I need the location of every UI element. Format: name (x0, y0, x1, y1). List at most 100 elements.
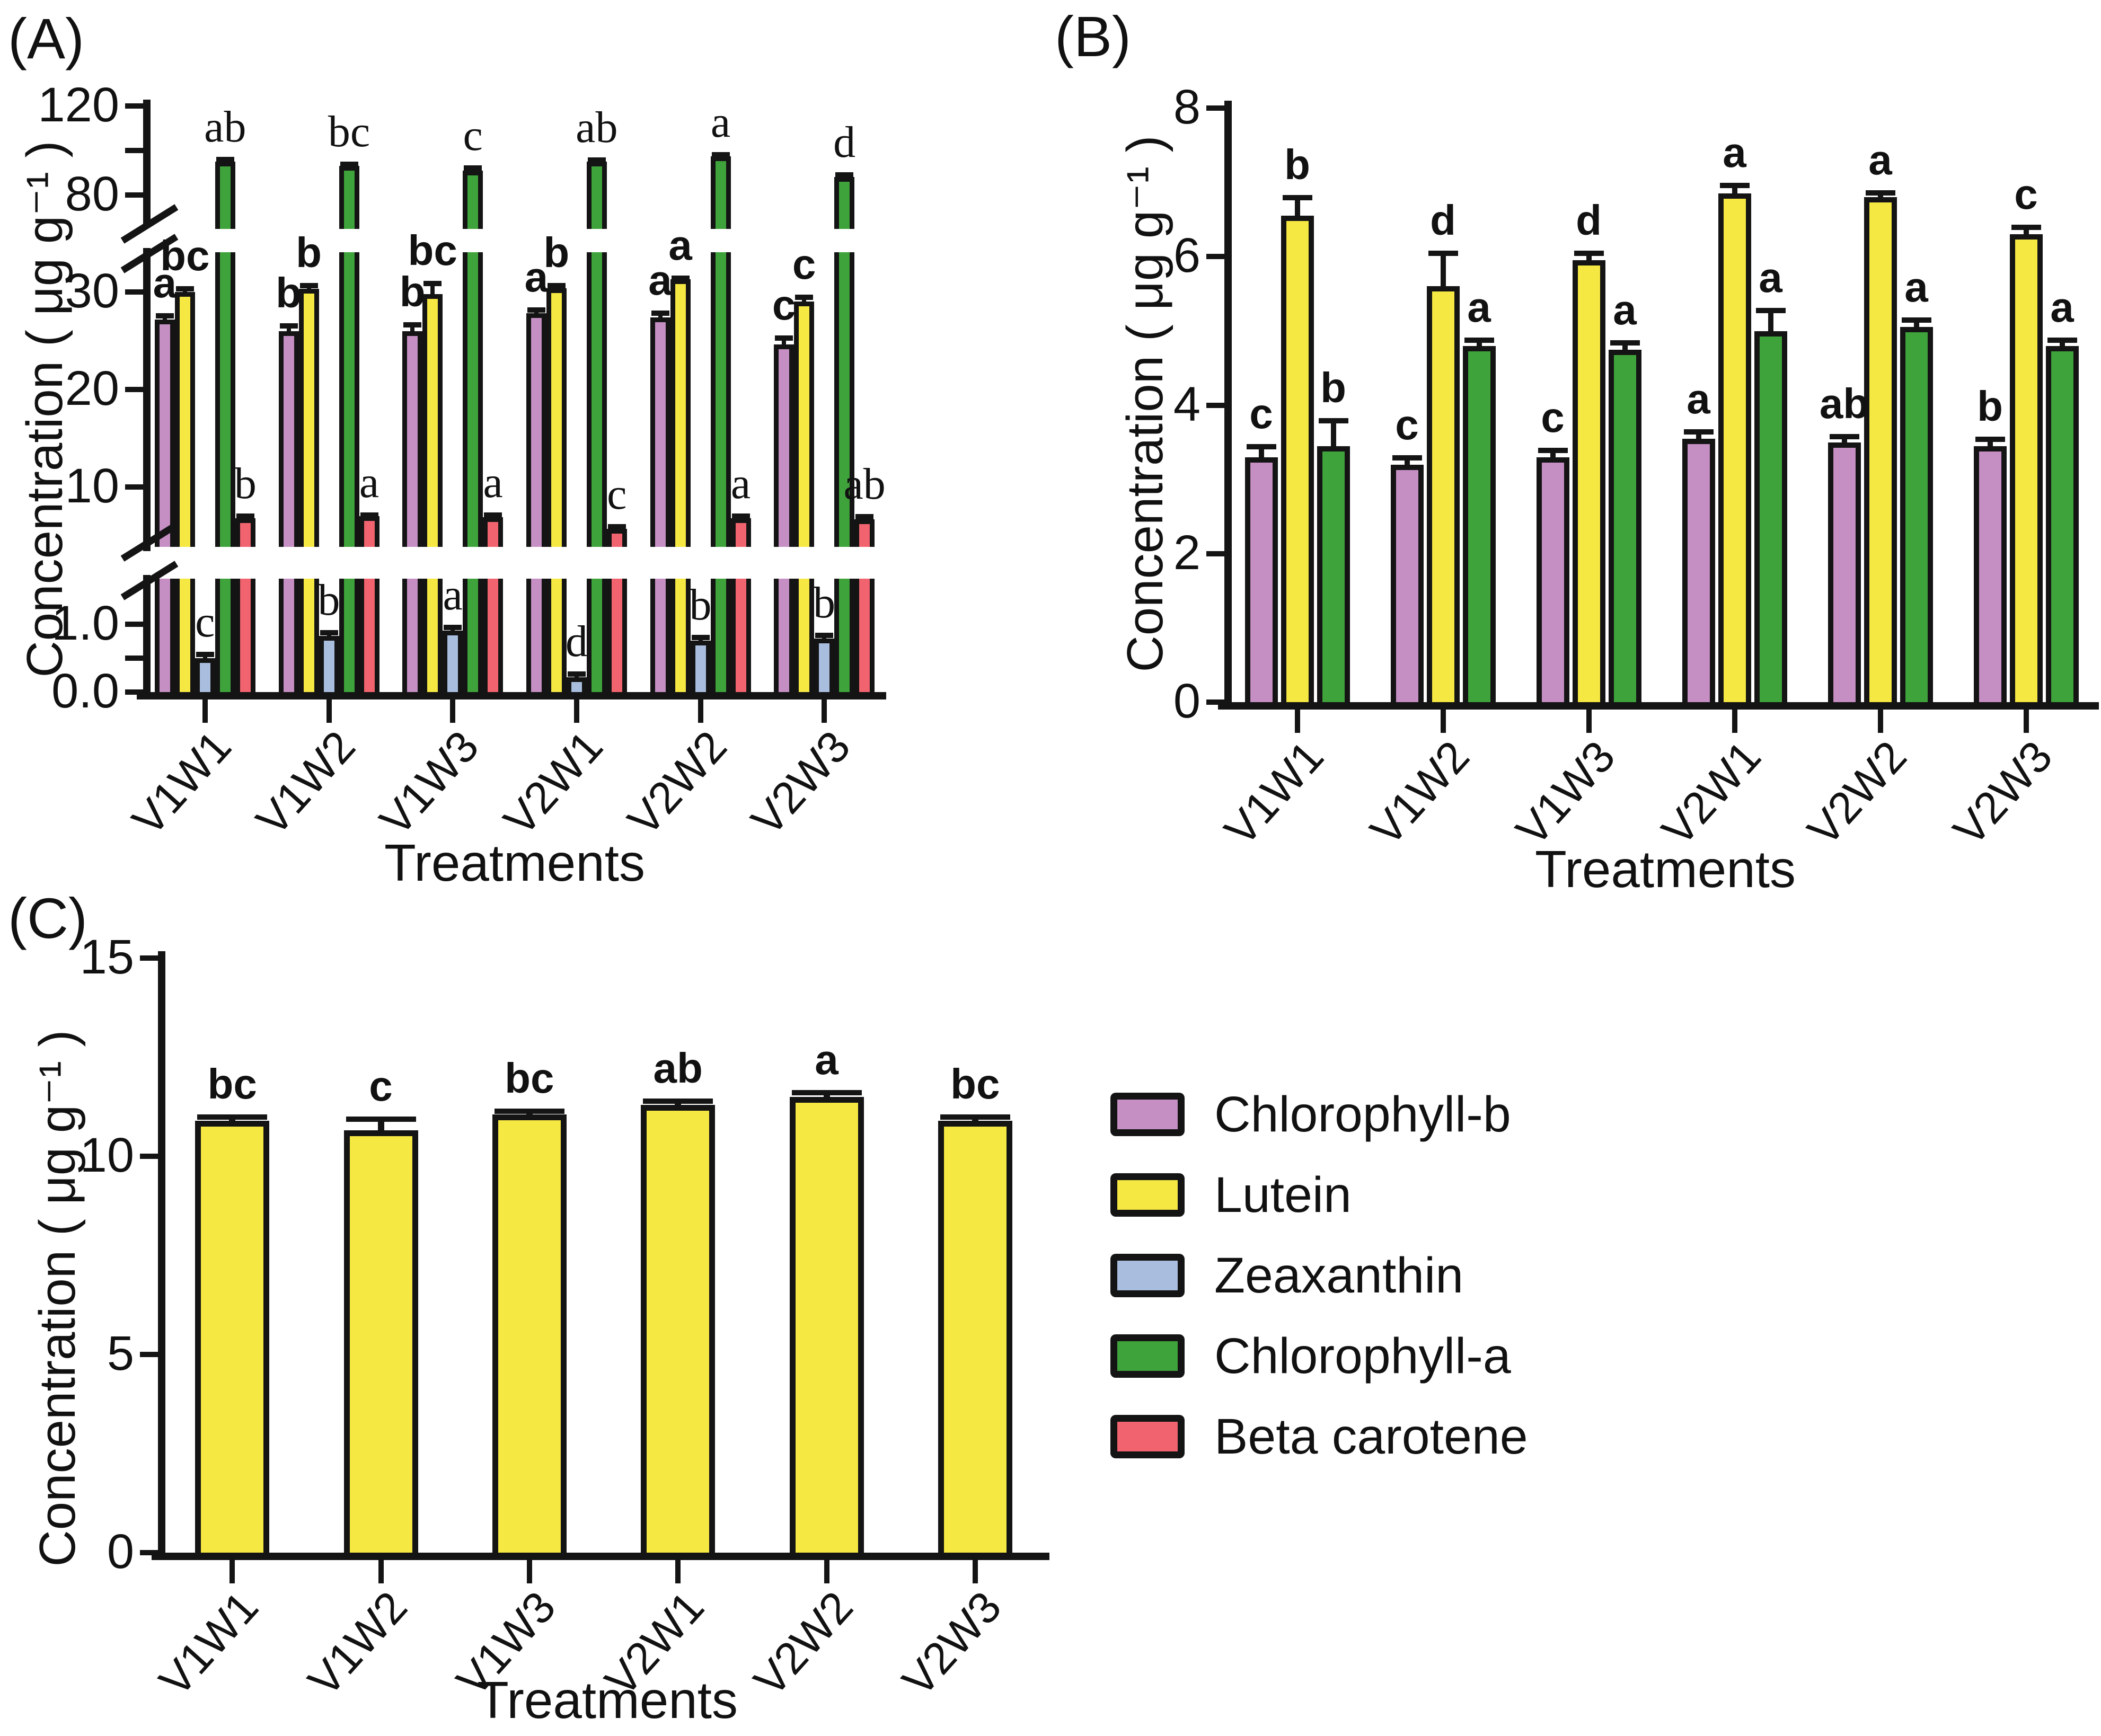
y-tick (125, 103, 143, 109)
error-bar-stem (782, 338, 787, 347)
sig-letter: bc (950, 1060, 1000, 1108)
bar-Lutein-V2W1 (1718, 193, 1751, 702)
sig-letter: a (730, 459, 751, 509)
axis-segment (143, 106, 886, 229)
error-bar-cap (731, 513, 750, 519)
x-tick (1440, 710, 1446, 733)
sig-letter: b (399, 268, 426, 315)
bar-fill (199, 663, 210, 692)
bar-fill (859, 524, 870, 547)
bar-Lutein-V2W3 (938, 1120, 1012, 1553)
x-tick (1586, 710, 1592, 733)
bar-Beta carotene-V2W1 (606, 529, 627, 547)
bar-Lutein-V1W1 (195, 1120, 270, 1553)
error-bar-stem (1476, 340, 1482, 348)
legend-item: Chlorophyll-b (1110, 1088, 1799, 1140)
legend-swatch (1110, 1173, 1185, 1217)
bar-fill (2015, 240, 2037, 702)
bar-Lutein-V2W3 (794, 579, 815, 692)
x-tick-label: V2W3 (1943, 731, 2062, 855)
x-tick (2023, 710, 2029, 733)
legend-swatch (1110, 1415, 1185, 1458)
sig-letter: bc (207, 1060, 257, 1108)
x-tick (1294, 710, 1300, 733)
bar-Chlorophyll-a-V2W2 (1900, 327, 1933, 702)
legend-swatch-fill (1117, 1180, 1178, 1210)
sig-letter: a (648, 256, 672, 304)
axis-break-slash (120, 234, 179, 273)
error-bar-stem (1586, 253, 1592, 263)
bar-Chlorophyll-b-V2W3 (774, 579, 795, 692)
y-tick (125, 192, 143, 198)
x-tick-label: V1W2 (1360, 731, 1479, 855)
bar-fill (611, 534, 622, 547)
bar-fill (1286, 221, 1309, 702)
error-bar-cap (835, 172, 854, 178)
y-tick (1206, 105, 1224, 111)
error-bar-cap (940, 1114, 1010, 1120)
sig-letter: c (2014, 171, 2038, 218)
x-tick (675, 1560, 681, 1583)
legend-item: Beta carotene (1110, 1411, 1799, 1463)
bar-Chlorophyll-a-V2W2 (710, 156, 731, 229)
error-bar-stem (1622, 342, 1628, 352)
sig-letter: a (815, 1035, 838, 1083)
sig-letter: b (1284, 141, 1310, 189)
bar-Lutein-V2W2 (670, 579, 691, 692)
bar-Chlorophyll-b-V2W2 (650, 579, 670, 692)
panel-c-x-axis-title: Treatments (477, 1671, 738, 1729)
error-bar-cap (1538, 447, 1568, 453)
y-tick (125, 289, 143, 295)
bar-fill (159, 324, 170, 547)
x-tick-label: V1W3 (370, 721, 489, 845)
error-bar-stem (658, 312, 663, 320)
error-bar-stem (430, 283, 435, 296)
error-bar-stem (347, 164, 351, 169)
axis-break-slash (120, 522, 179, 562)
error-bar-cap (1719, 182, 1750, 188)
sig-letter: bc (160, 232, 210, 279)
bar-Lutein-V2W2 (670, 279, 691, 547)
sig-letter: b (317, 575, 340, 625)
bar-fill (715, 161, 726, 229)
error-bar-cap (299, 283, 318, 289)
error-bar-cap (607, 524, 626, 529)
error-bar-stem (1768, 310, 1773, 333)
bar-Zeaxanthin-V2W3 (814, 638, 835, 692)
x-tick-label: V2W2 (617, 721, 736, 845)
error-bar-cap (1755, 308, 1786, 314)
error-bar-stem (554, 285, 559, 290)
bar-Chlorophyll-b-V1W3 (402, 579, 423, 692)
panel-a-x-axis-title: Treatments (384, 834, 645, 892)
y-axis-spine (158, 951, 165, 1556)
legend-swatch-fill (1117, 1100, 1178, 1129)
bar-Lutein-V1W1 (174, 579, 195, 692)
y-tick (1206, 699, 1224, 705)
legend-swatch-fill (1117, 1422, 1178, 1451)
bar-Chlorophyll-a-V2W2 (710, 579, 731, 692)
bar-Beta carotene-V2W3 (854, 579, 875, 692)
error-bar-cap (671, 276, 690, 281)
bar-fill (695, 645, 706, 692)
bar-fill (611, 579, 622, 692)
bar-Lutein-V1W3 (1572, 260, 1605, 702)
x-tick (450, 699, 456, 723)
bar-fill (427, 298, 438, 547)
bar-fill (715, 252, 726, 547)
legend-label: Chlorophyll-b (1214, 1086, 1511, 1142)
error-bar-stem (229, 1117, 236, 1123)
bar-Chlorophyll-a-V1W3 (1608, 349, 1641, 702)
error-bar-stem (367, 514, 372, 519)
error-bar-stem (972, 1117, 978, 1123)
axis-segment (143, 579, 886, 692)
error-bar-cap (691, 635, 710, 641)
sig-letter: a (483, 457, 503, 507)
sig-letter: c (463, 111, 483, 161)
y-tick (125, 148, 143, 153)
bar-fill (343, 171, 355, 229)
error-bar-stem (1987, 438, 1993, 448)
legend-swatch (1110, 1254, 1185, 1297)
bar-Lutein-V1W3 (492, 1114, 567, 1553)
error-bar-stem (377, 1118, 384, 1133)
bar-Chlorophyll-b-V2W1 (526, 313, 546, 547)
